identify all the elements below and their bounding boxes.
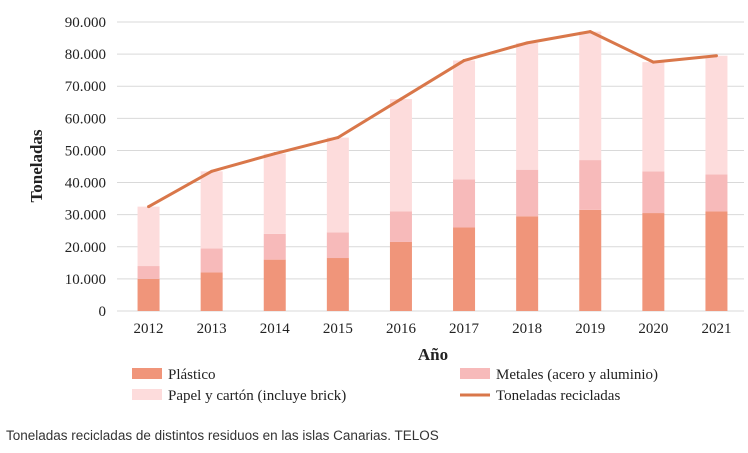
x-tick-label: 2021 <box>701 321 731 337</box>
y-tick-label: 40.000 <box>65 176 106 192</box>
x-tick-label: 2019 <box>575 321 605 337</box>
bar-segment <box>137 206 160 267</box>
line-point <box>525 41 529 45</box>
x-axis-title: Año <box>418 345 448 364</box>
legend-label: Plástico <box>168 367 216 383</box>
bar-segment <box>579 31 602 161</box>
y-tick-label: 70.000 <box>65 79 106 95</box>
bar-segment <box>642 62 665 172</box>
x-tick-label: 2018 <box>512 321 542 337</box>
line-point <box>462 59 466 63</box>
bars <box>137 31 728 311</box>
bar-segment <box>453 227 476 311</box>
bar-segment <box>642 213 665 311</box>
legend-label: Metales (acero y aluminio) <box>496 367 658 383</box>
y-axis-title: Toneladas <box>27 129 46 202</box>
y-tick-label: 10.000 <box>65 272 106 288</box>
x-tick-label: 2013 <box>197 321 227 337</box>
x-tick-label: 2012 <box>134 321 164 337</box>
x-tick-label: 2015 <box>323 321 353 337</box>
x-tick-label: 2020 <box>638 321 668 337</box>
x-tick-label: 2016 <box>386 321 417 337</box>
bar-segment <box>326 232 349 259</box>
x-tick-label: 2017 <box>449 321 480 337</box>
bar-segment <box>705 55 728 175</box>
y-tick-label: 0 <box>99 304 107 320</box>
bar-segment <box>389 241 412 311</box>
bar-segment <box>389 99 412 212</box>
x-tick-labels: 2012 2013 2014 2015 2016 2017 2018 2019 2020 2021 <box>134 321 732 337</box>
bar-segment <box>516 169 539 217</box>
bar-segment <box>705 211 728 311</box>
bar-segment <box>579 160 602 210</box>
recycled-tonnes-line <box>147 30 718 209</box>
bar-segment <box>137 278 160 311</box>
line-point <box>588 30 592 34</box>
bar-segment <box>200 248 223 273</box>
legend-label: Toneladas recicladas <box>496 388 620 404</box>
bar-segment <box>389 211 412 242</box>
y-tick-label: 30.000 <box>65 208 106 224</box>
bar-segment <box>137 266 160 279</box>
bar-segment <box>579 209 602 311</box>
y-tick-label: 80.000 <box>65 47 106 63</box>
legend-label: Papel y cartón (incluye brick) <box>168 388 346 404</box>
bar-segment <box>705 174 728 212</box>
y-tick-label: 20.000 <box>65 240 106 256</box>
bar-segment <box>453 179 476 228</box>
legend: Plástico Metales (acero y aluminio) Papel … <box>132 367 658 404</box>
bar-segment <box>263 153 286 234</box>
bar-segment <box>516 42 539 170</box>
y-tick-label: 50.000 <box>65 143 106 159</box>
bar-segment <box>200 272 223 311</box>
figure-caption: Toneladas recicladas de distintos residu… <box>6 428 439 443</box>
legend-swatch <box>132 368 162 379</box>
bar-segment <box>200 171 223 249</box>
line-path <box>147 30 717 208</box>
bar-segment <box>642 171 665 214</box>
y-tick-labels: 0 10.000 20.000 30.000 40.000 50.000 60.000 70.… <box>65 15 106 320</box>
line-point <box>714 54 718 58</box>
line-point <box>147 205 151 209</box>
line-point <box>399 97 403 101</box>
line-point <box>336 136 340 140</box>
bar-segment <box>453 60 476 180</box>
bar-segment <box>326 137 349 233</box>
line-point <box>651 60 655 64</box>
bar-segment <box>516 216 539 311</box>
y-tick-label: 90.000 <box>65 15 106 31</box>
legend-swatch <box>132 389 162 400</box>
bar-segment <box>326 258 349 311</box>
chart: 0 10.000 20.000 30.000 40.000 50.000 60.000 70.… <box>27 15 744 404</box>
line-point <box>273 152 277 156</box>
bar-segment <box>263 259 286 311</box>
x-tick-label: 2014 <box>260 321 291 337</box>
bar-segment <box>263 233 286 260</box>
y-tick-label: 60.000 <box>65 111 106 127</box>
line-point <box>210 169 214 173</box>
legend-swatch <box>460 368 490 379</box>
